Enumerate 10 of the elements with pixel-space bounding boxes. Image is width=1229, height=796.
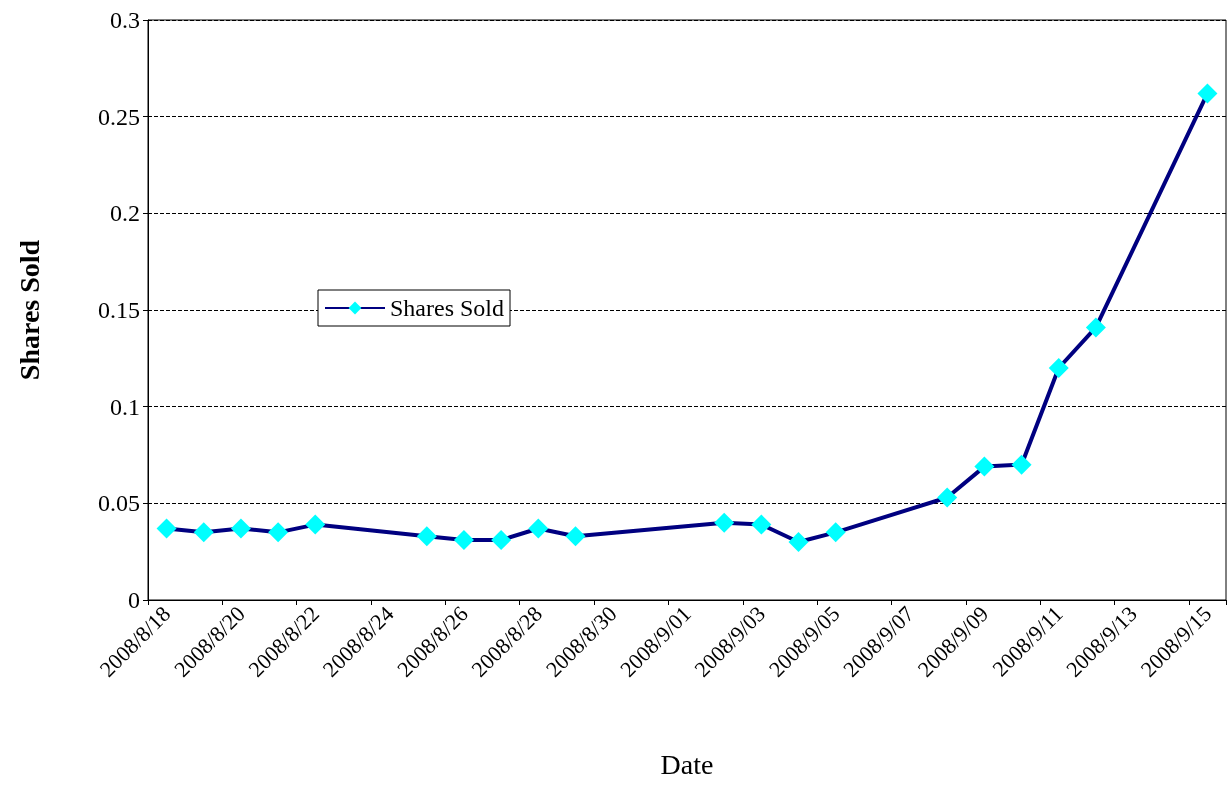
y-tick-label: 0.3 — [110, 7, 140, 33]
y-tick-label: 0 — [128, 587, 140, 613]
x-axis-title: Date — [660, 748, 714, 780]
y-axis-title: Shares Sold — [13, 239, 45, 381]
y-tick-label: 0.2 — [110, 200, 140, 227]
legend-label: Shares Sold — [390, 295, 504, 321]
y-tick-label: 0.15 — [98, 297, 140, 323]
y-tick-label: 0.1 — [110, 393, 140, 420]
y-tick-label: 0.25 — [98, 103, 140, 130]
y-tick-label: 0.05 — [98, 490, 140, 517]
